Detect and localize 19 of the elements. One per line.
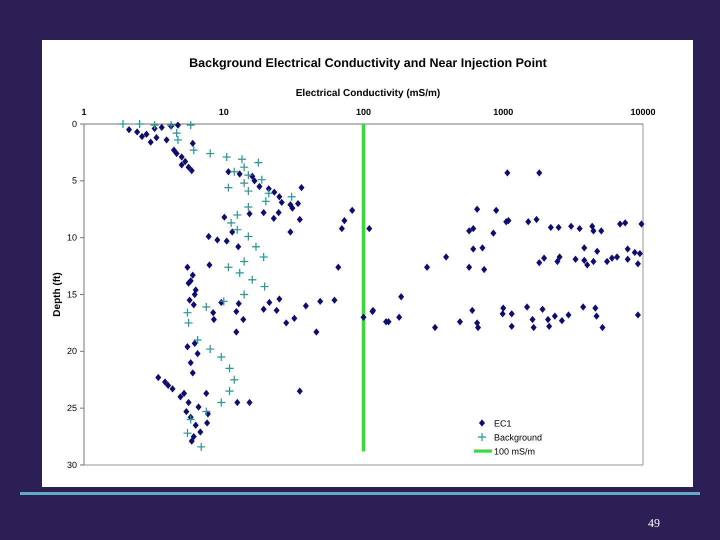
x-tick-label: 1 (81, 107, 87, 117)
y-tick-label: 20 (66, 346, 77, 356)
y-tick-label: 5 (72, 176, 77, 186)
legend-label: Background (494, 432, 542, 442)
text: 49 (648, 516, 660, 530)
y-axis-title: Depth (ft) (52, 272, 63, 317)
x-tick-label: 100 (356, 107, 372, 117)
chart-title: Background Electrical Conductivity and Near Injection Point (189, 56, 548, 70)
x-tick-label: 10000 (630, 107, 656, 117)
legend-label: 100 mS/m (494, 446, 536, 456)
y-tick-label: 10 (66, 232, 77, 243)
y-tick-label: 30 (66, 460, 77, 470)
y-tick-label: 25 (66, 403, 77, 414)
x-tick-label: 1000 (493, 107, 514, 117)
x-axis-title: Electrical Conductivity (mS/m) (296, 88, 440, 99)
y-tick-label: 15 (66, 289, 77, 300)
y-tick-label: 0 (72, 118, 77, 129)
x-tick-label: 10 (218, 107, 229, 117)
legend-label: EC1 (494, 418, 512, 428)
